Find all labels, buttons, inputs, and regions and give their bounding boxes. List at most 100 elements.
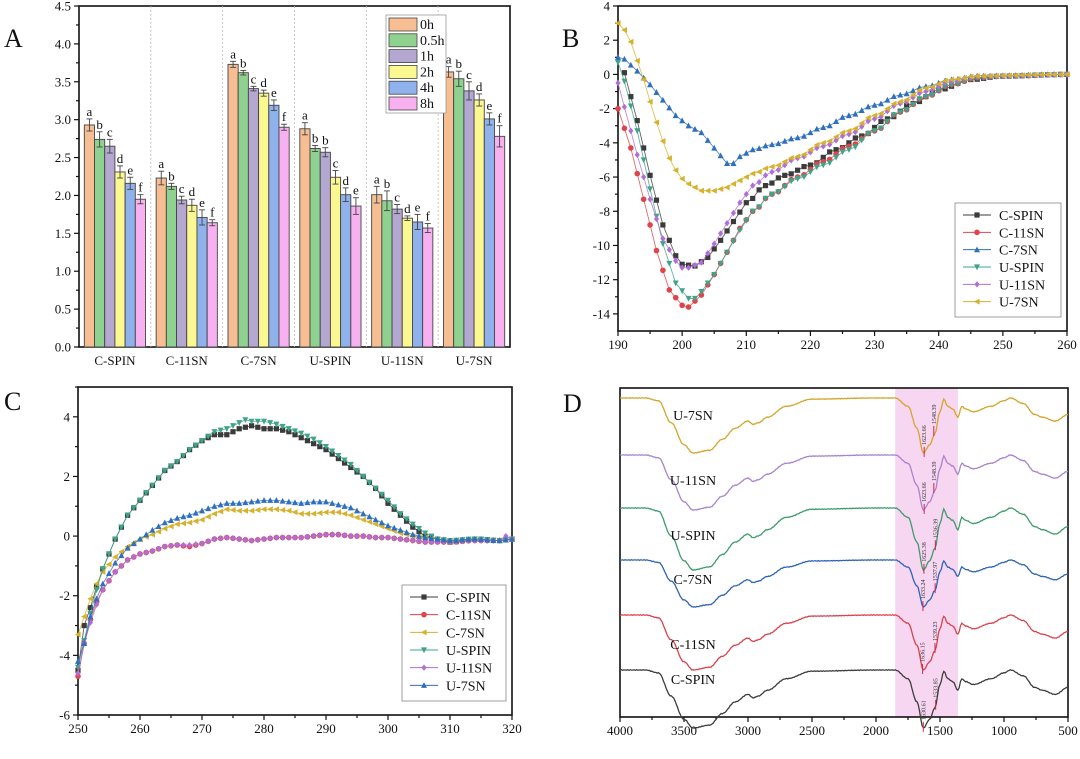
peak-label: 1537.97 xyxy=(933,562,939,582)
data-point xyxy=(718,237,724,243)
data-point xyxy=(224,432,230,438)
data-point xyxy=(871,102,878,108)
y-tick-label: 2.0 xyxy=(55,188,71,203)
data-point xyxy=(149,531,155,538)
data-point xyxy=(106,570,112,576)
x-tick-label: 1000 xyxy=(991,723,1017,738)
data-point xyxy=(628,145,634,151)
data-point xyxy=(397,511,404,517)
data-point xyxy=(807,146,814,153)
data-point xyxy=(254,418,261,425)
legend-swatch xyxy=(388,96,418,111)
data-point xyxy=(260,506,267,513)
data-point xyxy=(833,118,840,125)
y-tick-label: -14 xyxy=(593,306,611,321)
x-tick-label: 250 xyxy=(993,337,1013,352)
data-point xyxy=(167,523,174,530)
data-point xyxy=(168,517,174,524)
data-point xyxy=(660,222,666,228)
y-tick-label: -8 xyxy=(599,204,610,219)
bar xyxy=(412,221,424,348)
data-point xyxy=(304,499,311,506)
data-point xyxy=(717,260,724,267)
data-point xyxy=(329,509,335,516)
data-point xyxy=(161,519,168,526)
data-point xyxy=(81,613,87,620)
x-tick-label: 260 xyxy=(1057,337,1077,352)
x-tick-label: 260 xyxy=(130,721,150,736)
data-point xyxy=(87,595,93,602)
data-point xyxy=(749,146,756,153)
data-point xyxy=(292,534,298,541)
significance-letter: e xyxy=(353,183,359,198)
data-point xyxy=(730,238,737,245)
data-point xyxy=(143,490,150,497)
peak-label: 1623.66 xyxy=(922,482,928,502)
bar xyxy=(381,200,393,348)
data-point xyxy=(236,420,243,426)
series-c-11sn: C-11SN 1636.15 1539.23 xyxy=(619,613,1069,674)
data-point xyxy=(641,145,647,151)
data-point xyxy=(311,532,317,540)
legend-label: U-SPIN xyxy=(999,261,1044,276)
data-point xyxy=(434,535,441,542)
data-point xyxy=(807,169,814,176)
data-point xyxy=(304,433,311,440)
data-point xyxy=(248,507,255,514)
data-point xyxy=(223,426,230,432)
data-point xyxy=(653,197,660,203)
data-point xyxy=(672,294,679,301)
data-point xyxy=(660,267,666,274)
data-point xyxy=(397,526,404,533)
significance-letter: d xyxy=(117,151,124,166)
data-point xyxy=(304,438,310,444)
x-tick-label: 280 xyxy=(254,721,274,736)
data-point xyxy=(353,514,360,521)
data-point xyxy=(372,516,379,523)
data-point xyxy=(156,545,162,552)
bar xyxy=(247,88,260,348)
data-point xyxy=(162,543,168,550)
data-point xyxy=(801,163,807,170)
data-point xyxy=(679,264,685,271)
data-point xyxy=(422,538,428,546)
data-point xyxy=(762,142,769,149)
legend-label: U-SPIN xyxy=(446,644,491,659)
panel-d-ftir-chart: 4000 3500 3000 2500 2000 1500 1000 500 U-7SN 1623… xyxy=(607,387,1078,738)
data-point xyxy=(788,157,794,164)
data-point xyxy=(428,535,435,541)
data-point xyxy=(871,115,878,123)
data-point xyxy=(634,67,641,74)
data-point xyxy=(74,631,81,638)
peak-label: 1548.39 xyxy=(932,405,938,425)
data-point xyxy=(322,509,329,516)
x-tick-label: 270 xyxy=(192,721,212,736)
data-point xyxy=(199,438,205,444)
data-point xyxy=(871,124,878,131)
data-point xyxy=(130,540,137,547)
data-point xyxy=(954,81,961,87)
data-point xyxy=(634,151,640,159)
data-point xyxy=(723,184,730,191)
data-point xyxy=(298,534,304,541)
data-point xyxy=(118,548,124,555)
panel-label-d: D xyxy=(563,389,582,418)
data-point xyxy=(794,176,801,182)
bar xyxy=(453,78,465,348)
y-tick-label: 2 xyxy=(604,33,611,48)
data-point xyxy=(255,424,261,430)
data-point xyxy=(897,98,903,105)
significance-letter: d xyxy=(189,184,196,199)
legend-marker xyxy=(974,281,980,288)
y-tick-label: 2 xyxy=(64,469,71,484)
data-point xyxy=(180,541,186,549)
y-tick-label: 2.5 xyxy=(55,150,71,165)
bar xyxy=(309,148,321,348)
data-point xyxy=(298,435,304,441)
data-point xyxy=(724,249,731,256)
data-point xyxy=(118,552,125,559)
data-point xyxy=(230,423,236,429)
significance-letter: b xyxy=(312,130,319,145)
data-point xyxy=(724,220,730,227)
data-point xyxy=(641,173,647,181)
